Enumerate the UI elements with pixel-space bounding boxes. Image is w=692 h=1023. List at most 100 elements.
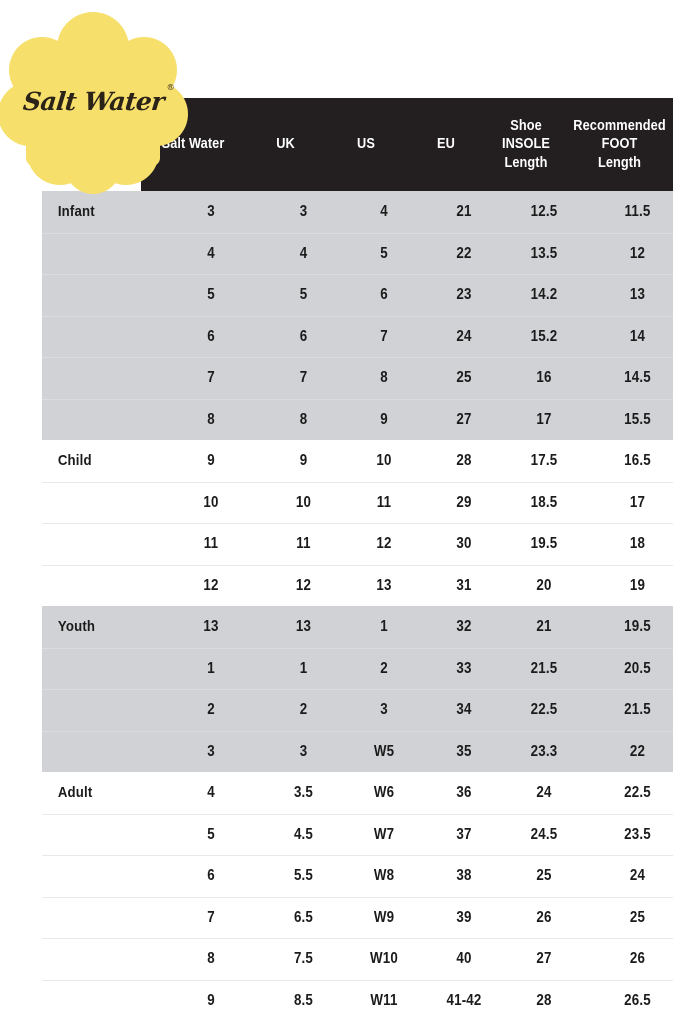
cell-us: W8 [373, 867, 395, 885]
cell-us: 5 [380, 244, 388, 262]
table-row[interactable]: 10 10 11 29 18.5 17 [42, 481, 673, 524]
cell-eu: 40 [456, 950, 472, 968]
cell-foot: 26 [629, 950, 646, 968]
cell-foot: 22.5 [624, 783, 651, 801]
cell-group-label: Adult [57, 784, 93, 802]
cell-us: 7 [380, 327, 388, 345]
cell-insole: 17.5 [530, 451, 558, 469]
cell-insole: 23.3 [530, 742, 558, 760]
cell-foot: 11.5 [624, 202, 651, 220]
table-row[interactable]: 5 4.5 W7 37 24.5 23.5 [42, 813, 673, 856]
cell-eu: 22 [456, 244, 472, 262]
cell-foot: 23.5 [624, 825, 651, 843]
table-row[interactable]: Child 9 9 10 28 17.5 16.5 [42, 440, 673, 482]
cell-insole: 15.2 [530, 327, 558, 345]
column-header-insole-length: Shoe INSOLE Length [501, 117, 551, 171]
cell-foot: 22 [629, 742, 646, 760]
cell-foot: 24 [629, 867, 646, 885]
column-header-foot-length: Recommended FOOT Length [573, 117, 666, 171]
cell-foot: 19.5 [624, 617, 651, 635]
cell-foot: 26.5 [624, 991, 651, 1009]
column-header-us: US [357, 136, 375, 153]
cell-us: 4 [380, 202, 388, 220]
cell-us: 11 [376, 493, 392, 511]
cell-insole: 25 [536, 867, 552, 885]
cell-eu: 39 [456, 908, 472, 926]
cell-eu: 35 [456, 742, 472, 760]
cell-insole: 21 [536, 617, 552, 635]
cell-insole: 28 [536, 991, 552, 1009]
table-row[interactable]: 2 2 3 34 22.5 21.5 [42, 689, 673, 731]
table-row[interactable]: Infant 3 3 4 21 12.5 11.5 [42, 191, 673, 233]
cell-us: 12 [376, 535, 392, 553]
cell-foot: 14.5 [624, 369, 651, 387]
cell-uk: 6.5 [293, 908, 314, 926]
cell-us: 13 [376, 576, 392, 594]
cell-foot: 25 [629, 908, 646, 926]
cell-insole: 26 [536, 908, 552, 926]
column-header-eu: EU [437, 136, 455, 153]
cell-insole: 24 [536, 783, 552, 801]
cell-eu: 25 [456, 369, 472, 387]
cell-salt-water: 10 [203, 493, 219, 511]
cell-insole: 13.5 [530, 244, 558, 262]
cell-salt-water: 11 [203, 535, 219, 553]
cell-us: W11 [370, 991, 398, 1009]
cell-salt-water: 9 [207, 451, 215, 469]
cell-uk: 3.5 [293, 783, 314, 801]
cell-salt-water: 7 [207, 369, 215, 387]
cell-uk: 4.5 [293, 825, 314, 843]
scalloped-badge-icon [0, 12, 188, 194]
table-row[interactable]: 6 6 7 24 15.2 14 [42, 315, 673, 358]
table-row[interactable]: Youth 13 13 1 32 21 19.5 [42, 606, 673, 648]
cell-us: W10 [370, 950, 398, 968]
cell-foot: 17 [629, 493, 646, 511]
cell-salt-water: 13 [203, 617, 219, 635]
cell-insole: 21.5 [530, 659, 558, 677]
table-row[interactable]: 8 8 9 27 17 15.5 [42, 398, 673, 441]
table-row[interactable]: 7 7 8 25 16 14.5 [42, 357, 673, 399]
cell-salt-water: 9 [207, 991, 215, 1009]
cell-eu: 33 [456, 659, 472, 677]
cell-insole: 18.5 [530, 493, 558, 511]
cell-foot: 21.5 [624, 701, 651, 719]
table-row[interactable]: 1 1 2 33 21.5 20.5 [42, 647, 673, 690]
cell-eu: 30 [456, 535, 472, 553]
table-header: Salt Water UK US EU Shoe INSOLE Length R… [141, 98, 673, 191]
cell-insole: 12.5 [530, 202, 558, 220]
cell-group-label: Youth [57, 618, 96, 636]
cell-foot: 18 [629, 535, 646, 553]
table-row[interactable]: 8 7.5 W10 40 27 26 [42, 938, 673, 980]
column-header-uk: UK [276, 136, 295, 153]
cell-eu: 41-42 [446, 991, 482, 1009]
brand-logo-badge: Salt Water ® [0, 12, 188, 194]
cell-eu: 27 [456, 410, 472, 428]
cell-us: W9 [373, 908, 395, 926]
cell-eu: 23 [456, 286, 472, 304]
cell-foot: 16.5 [624, 451, 651, 469]
table-row[interactable]: 9 8.5 W11 41-42 28 26.5 [42, 979, 673, 1022]
table-row[interactable]: 12 12 13 31 20 19 [42, 564, 673, 607]
cell-uk: 4 [299, 244, 308, 262]
cell-group-label: Infant [57, 203, 95, 221]
cell-salt-water: 4 [207, 244, 215, 262]
cell-salt-water: 4 [207, 783, 215, 801]
cell-eu: 24 [456, 327, 472, 345]
table-row[interactable]: 5 5 6 23 14.2 13 [42, 274, 673, 316]
table-row[interactable]: 3 3 W5 35 23.3 22 [42, 730, 673, 773]
table-row[interactable]: 11 11 12 30 19.5 18 [42, 523, 673, 565]
cell-uk: 2 [299, 701, 308, 719]
cell-salt-water: 6 [207, 327, 215, 345]
table-row[interactable]: 4 4 5 22 13.5 12 [42, 232, 673, 275]
cell-eu: 28 [456, 451, 472, 469]
table-row[interactable]: Adult 4 3.5 W6 36 24 22.5 [42, 772, 673, 814]
table-row[interactable]: 7 6.5 W9 39 26 25 [42, 896, 673, 939]
cell-salt-water: 7 [207, 908, 215, 926]
cell-insole: 20 [536, 576, 552, 594]
cell-us: 6 [380, 286, 388, 304]
cell-salt-water: 3 [207, 202, 215, 220]
cell-uk: 5 [299, 286, 308, 304]
table-row[interactable]: 6 5.5 W8 38 25 24 [42, 855, 673, 897]
cell-uk: 11 [296, 535, 311, 553]
size-group-adult: Adult 4 3.5 W6 36 24 22.5 5 4.5 W7 37 24.5 23.5 6 5.5 W… [42, 772, 673, 1021]
